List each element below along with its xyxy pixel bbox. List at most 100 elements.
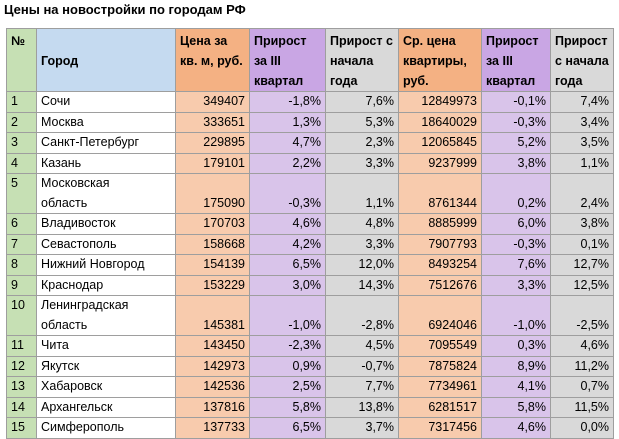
cell-growth-ytd-2[interactable]: 0,0% xyxy=(550,417,614,439)
header-avg-price[interactable]: Ср. цена квартиры, руб. xyxy=(398,28,482,92)
cell-growth-ytd[interactable]: -2,8% xyxy=(325,295,399,336)
cell-growth-ytd-2[interactable]: 12,5% xyxy=(550,274,614,296)
cell-num[interactable]: 5 xyxy=(6,173,37,214)
cell-growth-ytd-2[interactable]: 7,4% xyxy=(550,91,614,113)
cell-num[interactable]: 3 xyxy=(6,132,37,154)
cell-num[interactable]: 9 xyxy=(6,274,37,296)
cell-price-sqm[interactable]: 143450 xyxy=(175,335,250,357)
cell-growth-ytd-2[interactable]: 0,7% xyxy=(550,376,614,398)
cell-growth-ytd-2[interactable]: 3,5% xyxy=(550,132,614,154)
cell-growth-q3-2[interactable]: 3,8% xyxy=(481,152,551,174)
cell-growth-ytd[interactable]: 1,1% xyxy=(325,173,399,214)
cell-city[interactable]: Санкт-Петербург xyxy=(36,132,176,154)
cell-avg-price[interactable]: 18640029 xyxy=(398,111,482,133)
cell-price-sqm[interactable]: 153229 xyxy=(175,274,250,296)
cell-growth-ytd[interactable]: 7,6% xyxy=(325,91,399,113)
cell-growth-q3-2[interactable]: 0,3% xyxy=(481,335,551,357)
cell-growth-ytd-2[interactable]: 4,6% xyxy=(550,335,614,357)
cell-growth-q3-2[interactable]: -0,3% xyxy=(481,111,551,133)
cell-growth-q3-2[interactable]: 7,6% xyxy=(481,254,551,276)
cell-growth-q3-2[interactable]: 4,6% xyxy=(481,417,551,439)
cell-growth-ytd[interactable]: 3,3% xyxy=(325,152,399,174)
cell-growth-ytd-2[interactable]: 3,4% xyxy=(550,111,614,133)
cell-city[interactable]: Архангельск xyxy=(36,396,176,418)
cell-price-sqm[interactable]: 142536 xyxy=(175,376,250,398)
cell-growth-q3-2[interactable]: 5,2% xyxy=(481,132,551,154)
cell-avg-price[interactable]: 7875824 xyxy=(398,355,482,377)
cell-price-sqm[interactable]: 175090 xyxy=(175,173,250,214)
cell-growth-ytd-2[interactable]: 2,4% xyxy=(550,173,614,214)
cell-avg-price[interactable]: 7317456 xyxy=(398,417,482,439)
cell-avg-price[interactable]: 6924046 xyxy=(398,295,482,336)
cell-growth-q3[interactable]: 4,2% xyxy=(249,233,326,255)
cell-city[interactable]: Симферополь xyxy=(36,417,176,439)
header-num[interactable]: № xyxy=(6,28,37,92)
header-growth-q3[interactable]: Прирост за III квартал xyxy=(249,28,326,92)
cell-city[interactable]: Москва xyxy=(36,111,176,133)
cell-avg-price[interactable]: 7734961 xyxy=(398,376,482,398)
cell-growth-ytd-2[interactable]: -2,5% xyxy=(550,295,614,336)
cell-num[interactable]: 2 xyxy=(6,111,37,133)
cell-price-sqm[interactable]: 333651 xyxy=(175,111,250,133)
cell-city[interactable]: Ленинградская область xyxy=(36,295,176,336)
header-city[interactable]: Город xyxy=(36,28,176,92)
cell-city[interactable]: Московская область xyxy=(36,173,176,214)
cell-growth-ytd[interactable]: 3,7% xyxy=(325,417,399,439)
cell-num[interactable]: 15 xyxy=(6,417,37,439)
cell-city[interactable]: Краснодар xyxy=(36,274,176,296)
cell-growth-q3[interactable]: -1,8% xyxy=(249,91,326,113)
cell-city[interactable]: Казань xyxy=(36,152,176,174)
cell-growth-q3[interactable]: 6,5% xyxy=(249,254,326,276)
cell-growth-q3[interactable]: 0,9% xyxy=(249,355,326,377)
cell-growth-ytd-2[interactable]: 11,2% xyxy=(550,355,614,377)
cell-price-sqm[interactable]: 229895 xyxy=(175,132,250,154)
cell-growth-q3-2[interactable]: -0,1% xyxy=(481,91,551,113)
cell-growth-q3[interactable]: 4,6% xyxy=(249,213,326,235)
cell-growth-ytd[interactable]: 13,8% xyxy=(325,396,399,418)
cell-num[interactable]: 11 xyxy=(6,335,37,357)
cell-num[interactable]: 10 xyxy=(6,295,37,336)
cell-growth-ytd[interactable]: 4,5% xyxy=(325,335,399,357)
cell-growth-q3-2[interactable]: 3,3% xyxy=(481,274,551,296)
cell-city[interactable]: Хабаровск xyxy=(36,376,176,398)
cell-num[interactable]: 13 xyxy=(6,376,37,398)
header-growth-ytd-2[interactable]: Прирост с начала года xyxy=(550,28,614,92)
cell-growth-ytd[interactable]: 4,8% xyxy=(325,213,399,235)
cell-growth-ytd-2[interactable]: 0,1% xyxy=(550,233,614,255)
cell-growth-q3-2[interactable]: 5,8% xyxy=(481,396,551,418)
cell-price-sqm[interactable]: 142973 xyxy=(175,355,250,377)
cell-growth-ytd-2[interactable]: 3,8% xyxy=(550,213,614,235)
cell-city[interactable]: Севастополь xyxy=(36,233,176,255)
cell-price-sqm[interactable]: 349407 xyxy=(175,91,250,113)
cell-price-sqm[interactable]: 137733 xyxy=(175,417,250,439)
cell-growth-q3-2[interactable]: 0,2% xyxy=(481,173,551,214)
cell-growth-q3-2[interactable]: 8,9% xyxy=(481,355,551,377)
cell-growth-ytd[interactable]: 3,3% xyxy=(325,233,399,255)
cell-growth-q3-2[interactable]: 4,1% xyxy=(481,376,551,398)
cell-city[interactable]: Нижний Новгород xyxy=(36,254,176,276)
cell-growth-q3-2[interactable]: 6,0% xyxy=(481,213,551,235)
cell-city[interactable]: Якутск xyxy=(36,355,176,377)
cell-growth-q3-2[interactable]: -1,0% xyxy=(481,295,551,336)
cell-price-sqm[interactable]: 137816 xyxy=(175,396,250,418)
cell-num[interactable]: 4 xyxy=(6,152,37,174)
cell-growth-q3[interactable]: 5,8% xyxy=(249,396,326,418)
cell-avg-price[interactable]: 12065845 xyxy=(398,132,482,154)
cell-num[interactable]: 14 xyxy=(6,396,37,418)
cell-growth-q3-2[interactable]: -0,3% xyxy=(481,233,551,255)
cell-avg-price[interactable]: 8761344 xyxy=(398,173,482,214)
cell-growth-q3[interactable]: 4,7% xyxy=(249,132,326,154)
cell-growth-q3[interactable]: -0,3% xyxy=(249,173,326,214)
cell-price-sqm[interactable]: 145381 xyxy=(175,295,250,336)
cell-price-sqm[interactable]: 170703 xyxy=(175,213,250,235)
cell-growth-ytd[interactable]: 7,7% xyxy=(325,376,399,398)
cell-price-sqm[interactable]: 179101 xyxy=(175,152,250,174)
cell-growth-q3[interactable]: 1,3% xyxy=(249,111,326,133)
cell-growth-q3[interactable]: 2,5% xyxy=(249,376,326,398)
cell-price-sqm[interactable]: 158668 xyxy=(175,233,250,255)
cell-avg-price[interactable]: 8885999 xyxy=(398,213,482,235)
cell-growth-ytd[interactable]: 14,3% xyxy=(325,274,399,296)
cell-growth-ytd[interactable]: 5,3% xyxy=(325,111,399,133)
cell-price-sqm[interactable]: 154139 xyxy=(175,254,250,276)
cell-growth-ytd-2[interactable]: 11,5% xyxy=(550,396,614,418)
